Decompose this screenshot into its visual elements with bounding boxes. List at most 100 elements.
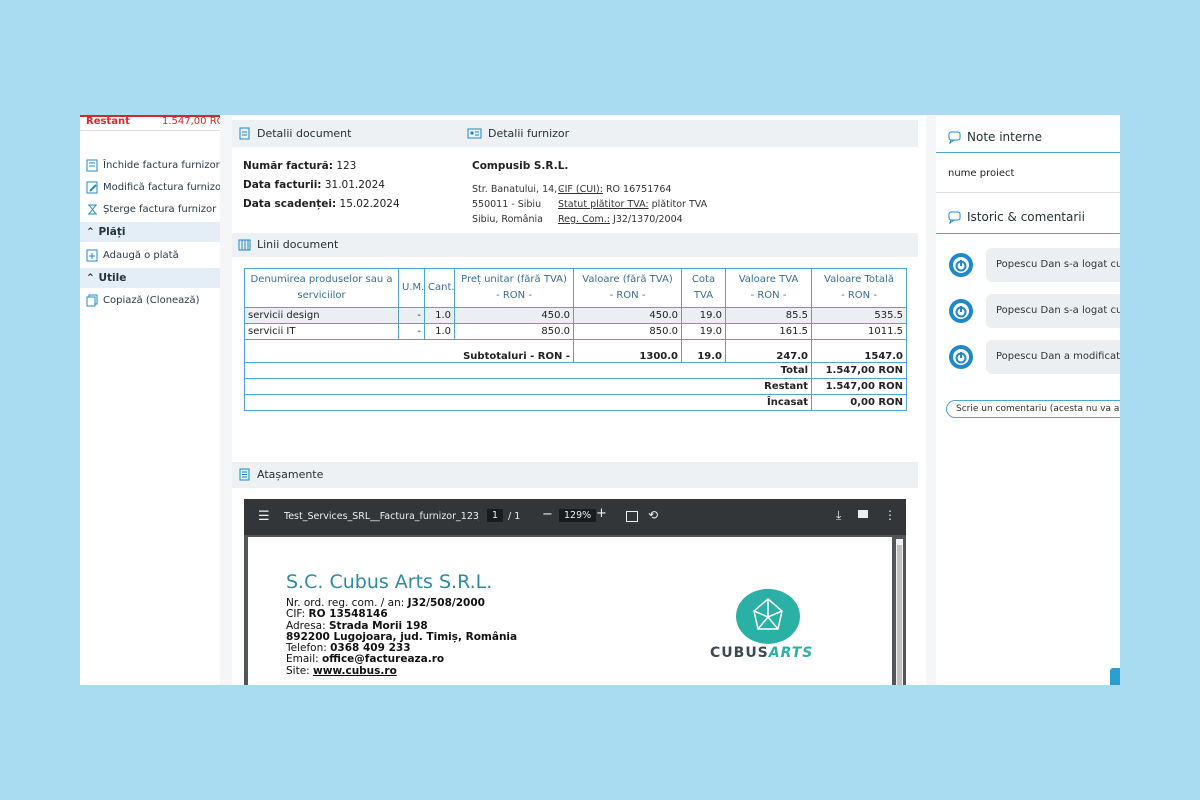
- header-label: Valoare Totală: [824, 274, 894, 285]
- pdf-line-label: Telefon:: [286, 642, 327, 655]
- rotate-button[interactable]: ⟲: [648, 508, 659, 522]
- field: Data facturii: 31.01.2024: [243, 179, 385, 191]
- field-value: RO 16751764: [605, 184, 672, 195]
- pdf-line-value: RO 13548146: [308, 608, 388, 621]
- pdf-line: Adresa: Strada Morii 198: [286, 619, 517, 632]
- action-edit[interactable]: Modifică factura furnizor: [86, 181, 225, 194]
- pdf-company-details: Nr. ord. reg. com. / an: J32/508/2000 CIF…: [286, 597, 518, 677]
- pdf-viewer: ☰ Test_Services_SRL__Factura_furnizor_12…: [244, 499, 906, 685]
- field-label: Număr factură:: [243, 160, 333, 172]
- comment-input[interactable]: Scrie un comentariu (acesta nu va apărea: [946, 400, 1120, 418]
- header-label: Cant.: [428, 282, 455, 293]
- title-text: Detalii furnizor: [488, 127, 570, 140]
- zoom-in[interactable]: +: [596, 506, 607, 521]
- icon: [86, 294, 98, 307]
- scroll-thumb[interactable]: [897, 545, 902, 685]
- side-button[interactable]: [1110, 668, 1120, 685]
- logo-mark: [753, 598, 783, 630]
- pdf-line: 892200 Lugojoara, jud. Timiș, România: [286, 630, 518, 643]
- icon: [238, 239, 251, 251]
- cell: 19.0: [681, 323, 726, 340]
- action-delete[interactable]: Șterge factura furnizor: [86, 203, 216, 216]
- field-value: plătitor TVA: [651, 199, 708, 210]
- pdf-line-value: J32/508/2000: [407, 597, 485, 609]
- cell: -: [398, 307, 425, 324]
- icon: [239, 127, 250, 140]
- address-line: Sibiu, România: [472, 214, 543, 225]
- icon: [948, 211, 961, 224]
- lines-header: [232, 233, 918, 257]
- subtotal-label: Subtotaluri - RON -: [244, 339, 574, 363]
- cell: 85.5: [725, 307, 812, 324]
- cell: 850.0: [573, 323, 682, 340]
- address-line: Str. Banatului, 14, -: [472, 184, 564, 195]
- cell: 1.0: [424, 323, 455, 340]
- pdf-toolbar: ☰ Test_Services_SRL__Factura_furnizor_12…: [244, 499, 906, 535]
- action-label: Copiază (Clonează): [103, 295, 200, 306]
- zoom-out[interactable]: −: [542, 507, 553, 522]
- header-row: Denumirea produselor sau a serviciilor U.…: [244, 268, 907, 308]
- section-header[interactable]: ⌃ Utile: [80, 268, 220, 288]
- pdf-line: Email: office@factureaza.ro: [286, 654, 517, 665]
- section-header[interactable]: ⌃ Plăți: [80, 222, 220, 242]
- divider: [80, 130, 220, 131]
- total-row: Încasat 0,00 RON: [244, 394, 907, 411]
- fit-button[interactable]: [626, 511, 638, 522]
- action-label: Modifică factura furnizor: [103, 182, 226, 193]
- total-row: Total 1.547,00 RON: [244, 362, 907, 379]
- scrollbar[interactable]: [896, 539, 903, 685]
- gutter: [220, 115, 232, 685]
- icon: [467, 128, 482, 139]
- field: Data scadenței: 15.02.2024: [243, 198, 400, 210]
- history-entry: Popescu Dan a modificat fac: [986, 340, 1120, 374]
- action-clone[interactable]: Copiază (Clonează): [86, 294, 200, 307]
- details-header: [232, 120, 918, 147]
- field-label: CIF (CUI):: [558, 184, 603, 195]
- line-row: servicii design -1.0 450.0 450.0 19.0 85.5 535…: [244, 307, 907, 324]
- menu-button[interactable]: ☰: [258, 509, 270, 524]
- supplier-details-title: Detalii furnizor: [467, 127, 569, 140]
- total-value: 1.547,00 RON: [811, 378, 907, 395]
- file-name: Test_Services_SRL__Factura_furnizor_123_…: [284, 511, 479, 522]
- page-count: / 1: [508, 511, 521, 522]
- header-label: Cota: [691, 274, 716, 285]
- header-label: Denumirea produselor sau a serviciilor: [250, 274, 393, 301]
- line-row: servicii IT -1.0 850.0 850.0 19.0 161.5 1011.5: [244, 323, 907, 340]
- supplier-field: Reg. Com.: J32/1370/2004: [558, 214, 683, 225]
- zoom-level: 129%: [559, 509, 597, 522]
- pdf-logo-text: CUBUSARTS: [710, 645, 813, 661]
- avatar: [949, 345, 973, 369]
- column-header: Denumirea produselor sau a serviciilor: [244, 268, 399, 308]
- attachments-title: Atașamente: [238, 468, 323, 481]
- action-add-payment[interactable]: Adaugă o plată: [86, 249, 179, 262]
- action-close[interactable]: Închide factura furnizor: [86, 159, 220, 172]
- page-input[interactable]: 1: [487, 509, 504, 522]
- pdf-line-value: office@factureaza.ro: [322, 653, 445, 666]
- history-entry: Popescu Dan s-a logat cu su: [986, 248, 1120, 282]
- pdf-line-value: 892200 Lugojoara, jud. Timiș, România: [286, 630, 518, 643]
- print-button[interactable]: [858, 510, 868, 518]
- column-header: Valoare Totală - RON -: [811, 268, 907, 308]
- more-button[interactable]: ⋮: [884, 508, 896, 522]
- notes-title: Note interne: [948, 130, 1042, 144]
- action-label: Șterge factura furnizor: [103, 204, 217, 215]
- pdf-company: S.C. Cubus Arts S.R.L.: [286, 571, 493, 593]
- cell: 19.0: [681, 307, 726, 324]
- field-value: 123: [336, 160, 357, 172]
- pdf-line-value: Strada Morii 198: [329, 619, 428, 632]
- column-header: Preț unitar (fără TVA) - RON -: [454, 268, 574, 308]
- attachments-header: [232, 462, 918, 488]
- gutter: [926, 115, 936, 685]
- icon: [86, 249, 98, 262]
- download-button[interactable]: ⤓: [836, 508, 842, 522]
- field-value: 31.01.2024: [324, 179, 385, 191]
- pdf-line-label: CIF:: [286, 608, 306, 621]
- divider: [936, 233, 1120, 234]
- status-label: Restant: [86, 116, 130, 127]
- field-value: 15.02.2024: [339, 198, 400, 210]
- header-unit: - RON -: [496, 290, 532, 301]
- avatar: [949, 253, 973, 277]
- history-entry: Popescu Dan s-a logat cu su: [986, 294, 1120, 328]
- pdf-line: Telefon: 0368 409 233: [286, 643, 517, 654]
